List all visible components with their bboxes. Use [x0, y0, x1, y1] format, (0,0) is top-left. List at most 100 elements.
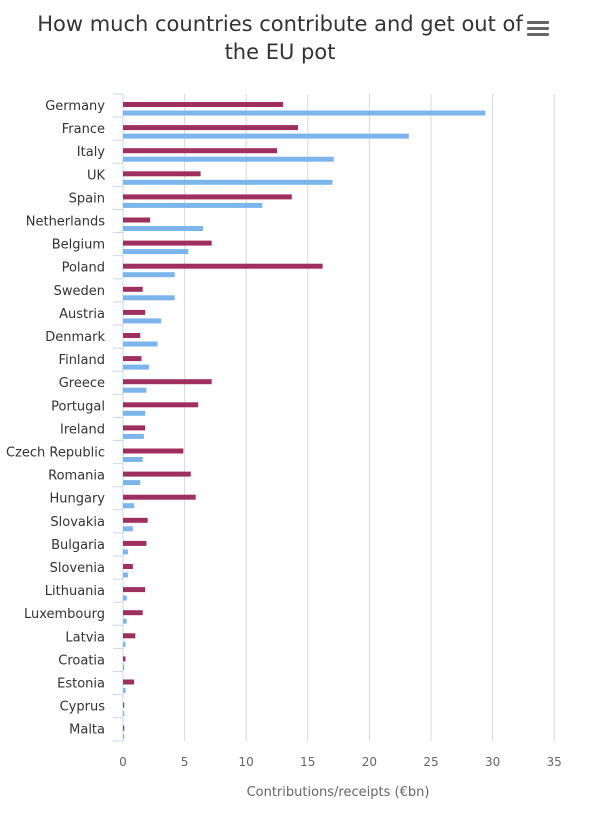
- x-tick-label: 10: [239, 755, 254, 769]
- bar-series-1[interactable]: [123, 379, 212, 385]
- bar-series-2[interactable]: [123, 549, 128, 555]
- bar-series-1[interactable]: [123, 125, 298, 131]
- category-label: Netherlands: [26, 215, 105, 230]
- bar-series-1[interactable]: [123, 517, 148, 523]
- category-label: Cyprus: [60, 700, 106, 715]
- category-labels: Germany France Italy UK Spain Netherlands Belg…: [6, 99, 105, 738]
- category-label: Latvia: [65, 630, 105, 645]
- bar-series-1[interactable]: [123, 656, 126, 662]
- menu-icon[interactable]: [527, 21, 549, 37]
- category-label: Italy: [77, 145, 106, 160]
- x-tick-label: 15: [300, 755, 315, 769]
- bar-series-1[interactable]: [123, 679, 135, 685]
- x-tick-label: 25: [423, 755, 438, 769]
- bar-series-2[interactable]: [123, 318, 162, 324]
- bar-series-1[interactable]: [123, 309, 146, 315]
- bar-series-2[interactable]: [123, 341, 158, 347]
- x-tick-label: 30: [485, 755, 500, 769]
- bar-series-2[interactable]: [123, 641, 126, 647]
- category-label: Lithuania: [45, 584, 105, 599]
- bar-series-2[interactable]: [123, 526, 133, 532]
- category-label: Belgium: [52, 238, 105, 253]
- bar-series-2[interactable]: [123, 133, 409, 139]
- x-tick-labels: 0 5 10 15 20 25 30 35: [119, 755, 562, 769]
- bar-series-2[interactable]: [123, 433, 144, 439]
- bar-series-2[interactable]: [123, 249, 189, 255]
- bar-series-1[interactable]: [123, 148, 277, 154]
- category-label: Portugal: [51, 399, 105, 414]
- bar-series-1[interactable]: [123, 564, 133, 569]
- bar-series-2[interactable]: [123, 295, 175, 301]
- category-label: Czech Republic: [6, 446, 105, 461]
- bar-series-1[interactable]: [123, 494, 196, 500]
- category-label: France: [62, 122, 105, 137]
- bar-series-1[interactable]: [123, 217, 151, 223]
- bar-series-1[interactable]: [123, 448, 184, 454]
- category-label: Slovenia: [50, 561, 105, 576]
- chart-title: How much countries contribute and get ou…: [37, 12, 523, 64]
- bar-series-1[interactable]: [123, 471, 191, 477]
- category-label: Finland: [59, 353, 105, 368]
- bar-series-2[interactable]: [123, 664, 125, 670]
- bar-series-2[interactable]: [123, 202, 263, 208]
- bar-series-1[interactable]: [123, 402, 199, 408]
- bar-series-1[interactable]: [123, 286, 143, 292]
- bar-series-1[interactable]: [123, 171, 201, 177]
- bar-series-2[interactable]: [123, 503, 135, 509]
- bar-series-2[interactable]: [123, 572, 128, 578]
- x-tick-label: 20: [362, 755, 377, 769]
- category-label: Hungary: [49, 492, 105, 507]
- bar-series-1[interactable]: [123, 425, 146, 431]
- x-tick-label: 0: [119, 755, 127, 769]
- bar-series-1[interactable]: [123, 702, 125, 708]
- x-tick-label: 35: [547, 755, 562, 769]
- bar-series-2[interactable]: [123, 364, 149, 370]
- category-label: Slovakia: [50, 515, 105, 530]
- bar-series-1[interactable]: [123, 725, 125, 731]
- bar-series-1[interactable]: [123, 540, 147, 546]
- bar-series-2[interactable]: [123, 618, 127, 624]
- bar-series-2[interactable]: [123, 387, 147, 393]
- category-label: Germany: [45, 99, 105, 114]
- bar-series-1[interactable]: [123, 333, 141, 338]
- bar-series-1[interactable]: [123, 263, 323, 269]
- category-label: Croatia: [58, 653, 105, 668]
- category-label: Romania: [48, 469, 105, 484]
- bar-series-1[interactable]: [123, 633, 136, 639]
- category-label: Luxembourg: [24, 607, 105, 622]
- bar-series-1[interactable]: [123, 194, 292, 200]
- bar-series-1[interactable]: [123, 102, 284, 107]
- grid-lines: [113, 93, 555, 742]
- category-label: Denmark: [45, 330, 105, 345]
- bar-series-2[interactable]: [123, 110, 486, 116]
- category-label: Poland: [62, 261, 105, 276]
- bar-series-2[interactable]: [123, 156, 334, 162]
- bars: [123, 102, 486, 740]
- category-label: Malta: [69, 723, 105, 738]
- x-axis-title: Contributions/receipts (€bn): [247, 785, 430, 800]
- category-label: Sweden: [54, 284, 105, 299]
- bar-series-2[interactable]: [123, 410, 146, 416]
- x-tick-label: 5: [181, 755, 189, 769]
- bar-series-2[interactable]: [123, 734, 125, 740]
- bar-series-1[interactable]: [123, 587, 146, 593]
- category-label: Austria: [59, 307, 105, 322]
- category-label: Ireland: [60, 422, 105, 437]
- bar-series-2[interactable]: [123, 595, 127, 601]
- bar-series-2[interactable]: [123, 480, 141, 486]
- bar-series-2[interactable]: [123, 688, 126, 693]
- bar-series-2[interactable]: [123, 272, 175, 278]
- category-label: UK: [87, 168, 106, 183]
- category-label: Greece: [59, 376, 105, 391]
- category-label: Bulgaria: [51, 538, 105, 553]
- category-label: Spain: [69, 191, 105, 206]
- bar-series-2[interactable]: [123, 457, 143, 462]
- bar-series-2[interactable]: [123, 711, 125, 717]
- bar-series-1[interactable]: [123, 610, 143, 616]
- bar-series-2[interactable]: [123, 226, 204, 231]
- category-label: Estonia: [57, 677, 105, 692]
- bar-series-1[interactable]: [123, 356, 142, 362]
- bar-series-2[interactable]: [123, 179, 333, 185]
- bar-series-1[interactable]: [123, 240, 212, 246]
